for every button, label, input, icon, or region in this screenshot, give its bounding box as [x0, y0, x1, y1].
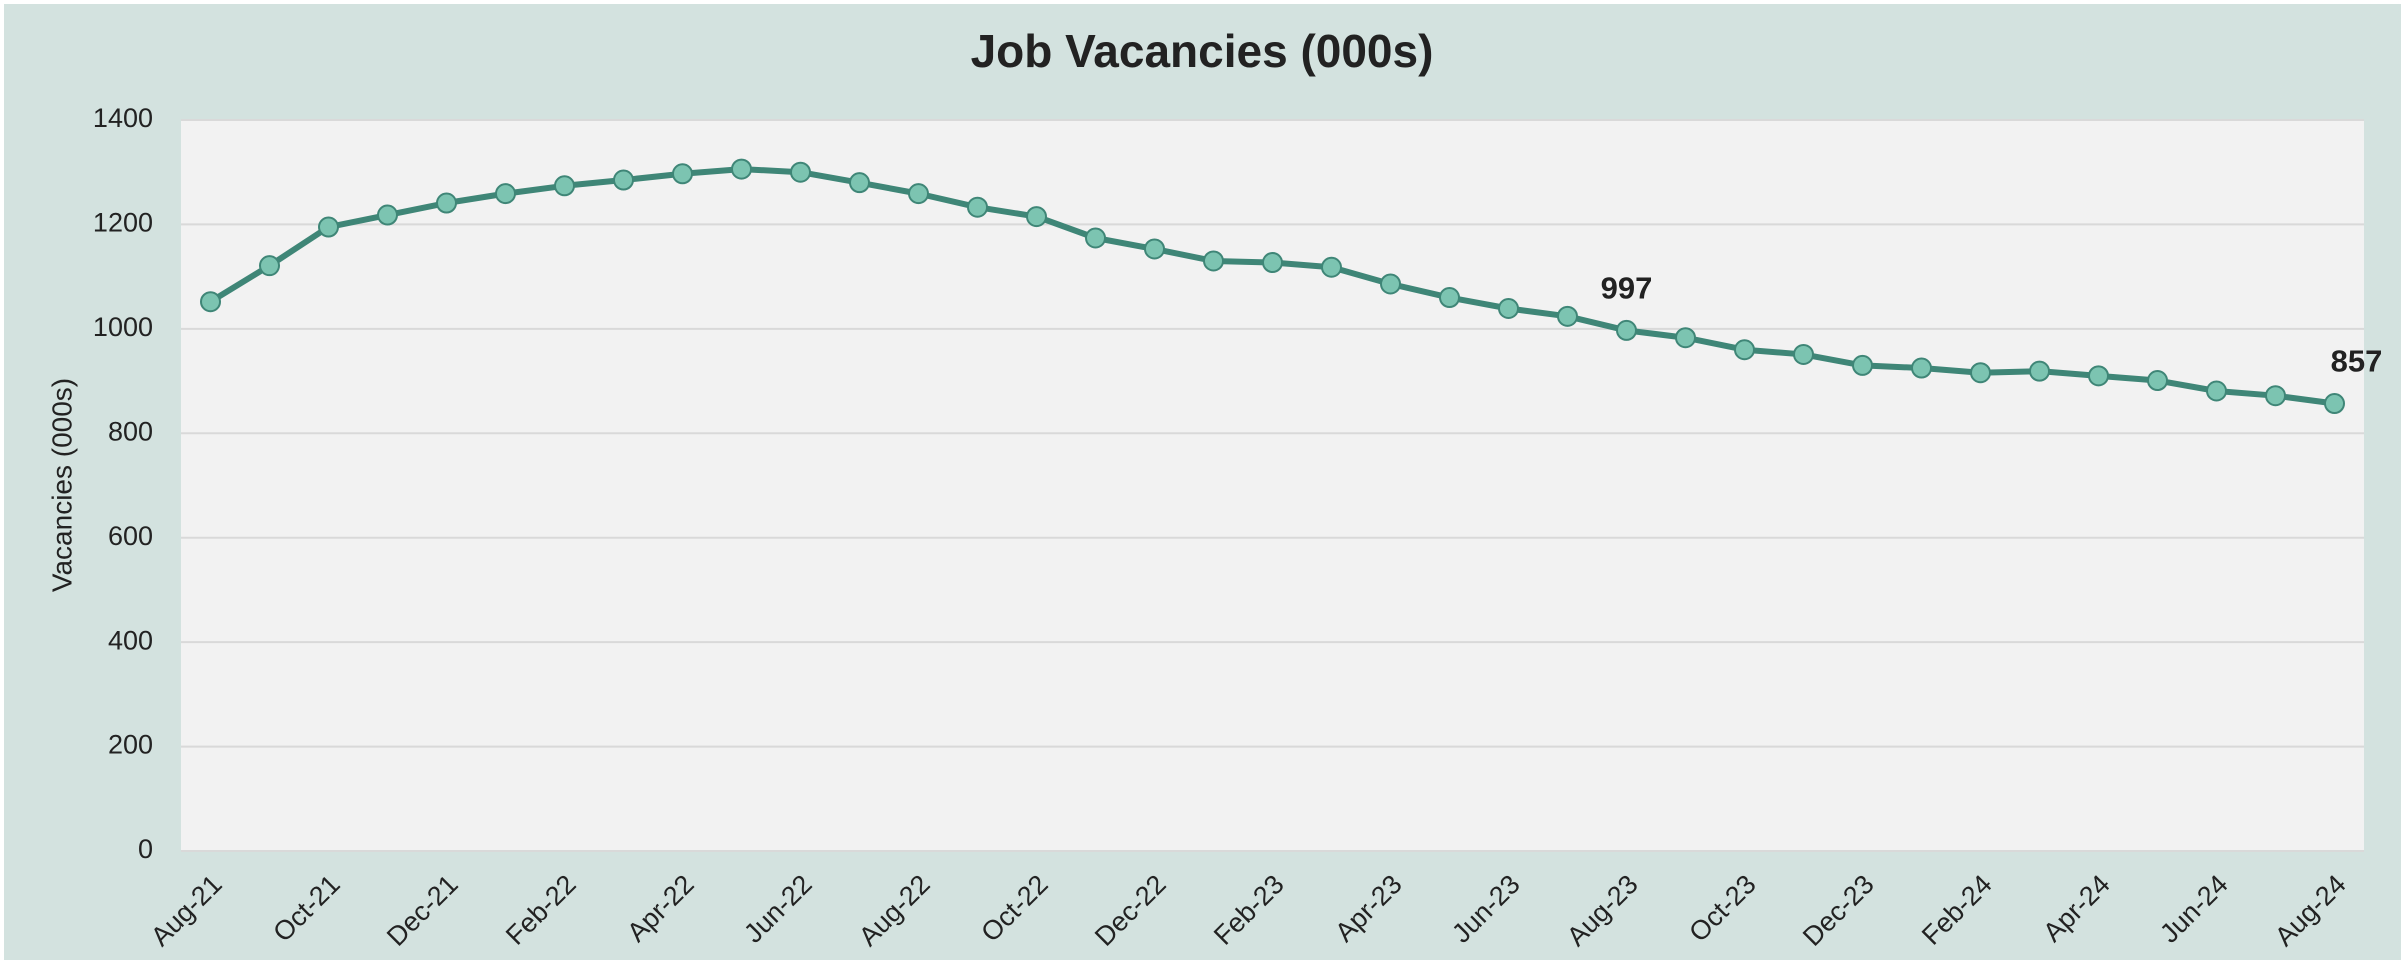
marker: [849, 172, 870, 194]
y-tick-label: 600: [108, 521, 153, 551]
marker: [1085, 227, 1106, 249]
marker: [2324, 393, 2345, 415]
marker: [613, 169, 634, 191]
marker: [1439, 287, 1460, 309]
marker: [1321, 256, 1342, 278]
marker: [1262, 252, 1283, 274]
marker: [495, 183, 516, 205]
marker: [672, 163, 693, 185]
marker: [790, 161, 811, 183]
y-tick-label: 800: [108, 416, 153, 446]
marker: [1203, 250, 1224, 272]
marker: [318, 216, 339, 238]
data-label: 997: [1601, 271, 1653, 306]
marker: [200, 291, 221, 313]
marker: [1734, 339, 1755, 361]
marker: [1380, 273, 1401, 295]
marker: [1498, 297, 1519, 319]
marker: [1970, 362, 1991, 384]
y-tick-label: 0: [138, 834, 153, 864]
marker: [259, 255, 280, 277]
y-tick-label: 1400: [93, 103, 153, 133]
marker: [2029, 360, 2050, 382]
data-label: 857: [2331, 344, 2383, 379]
marker: [2147, 370, 2168, 392]
marker: [1557, 305, 1578, 327]
marker: [554, 175, 575, 197]
y-tick-label: 1200: [93, 208, 153, 238]
chart-title: Job Vacancies (000s): [971, 25, 1434, 77]
marker: [731, 158, 752, 180]
marker: [1911, 357, 1932, 379]
marker: [967, 196, 988, 218]
marker: [1616, 319, 1637, 341]
y-axis-title: Vacancies (000s): [46, 378, 77, 592]
y-tick-label: 400: [108, 625, 153, 655]
marker: [2088, 365, 2109, 387]
y-tick-label: 1000: [93, 312, 153, 342]
marker: [1026, 206, 1047, 228]
marker: [436, 192, 457, 214]
marker: [1793, 343, 1814, 365]
marker: [908, 183, 929, 205]
marker: [2265, 385, 2286, 407]
marker: [377, 204, 398, 226]
plot-area: [181, 120, 2364, 851]
marker: [1675, 327, 1696, 349]
marker: [1144, 238, 1165, 260]
y-tick-label: 200: [108, 730, 153, 760]
marker: [1852, 354, 1873, 376]
marker: [2206, 380, 2227, 402]
